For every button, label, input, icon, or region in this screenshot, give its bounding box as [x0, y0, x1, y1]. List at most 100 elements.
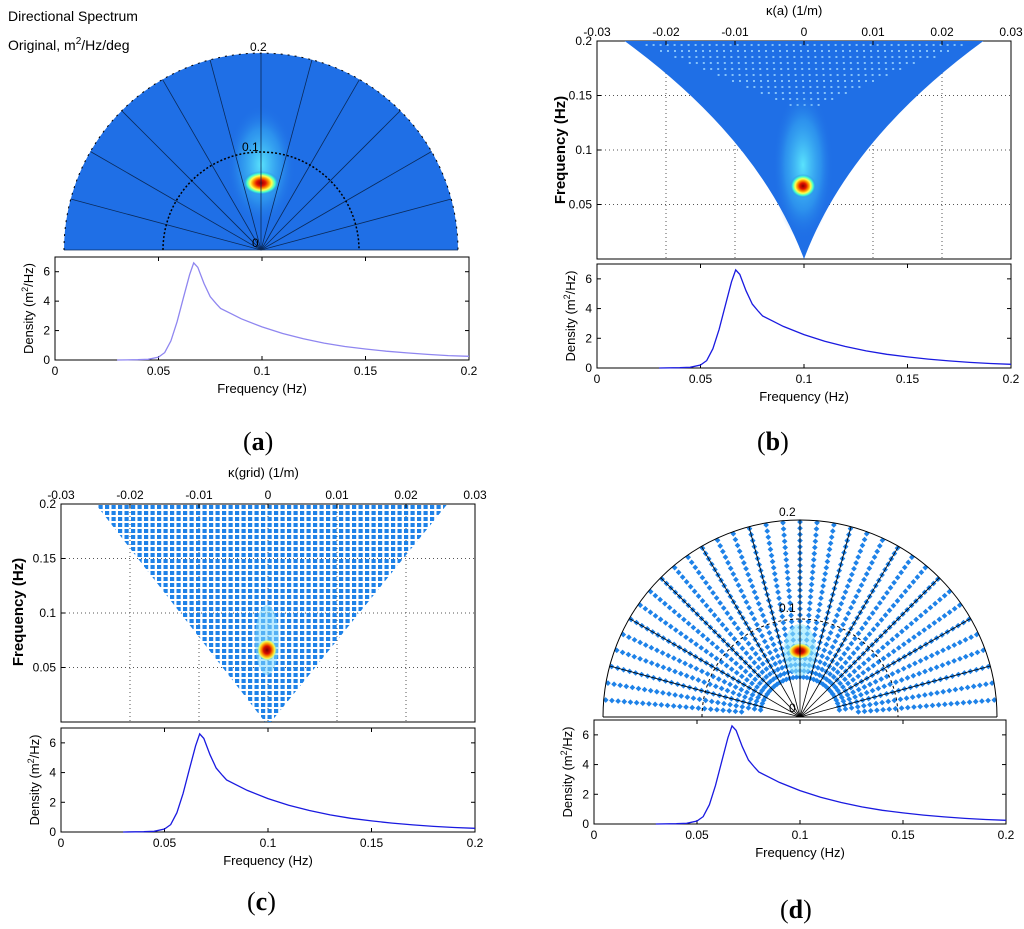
- polar-d-dot: [818, 595, 824, 602]
- ylabel-sup: 2: [26, 758, 36, 763]
- polar-d-dot: [957, 655, 963, 662]
- kappa-c-ylabel: Frequency (Hz): [10, 558, 27, 666]
- polar-d-dot: [742, 635, 748, 642]
- polar-d-dot: [968, 651, 975, 658]
- polar-d-dot: [917, 657, 924, 664]
- polar-d-dot: [869, 687, 876, 694]
- polar-d-dot: [866, 631, 873, 637]
- kappa-b-dot: [695, 50, 697, 52]
- freq-tick-3: 0.2: [575, 34, 592, 48]
- kappa-b-dot: [823, 92, 826, 94]
- polar-d-dot: [810, 556, 817, 563]
- polar-d-dot: [779, 613, 786, 620]
- spoke-135: [660, 577, 801, 718]
- polar-d-dot: [854, 645, 861, 652]
- density-ytick-3: 6: [585, 272, 592, 286]
- polar-d-dot: [883, 673, 890, 680]
- spoke-45: [260, 110, 401, 251]
- polar-d-dot: [889, 636, 896, 643]
- density-xtick-3: 0.15: [354, 364, 378, 378]
- polar-d-dot: [658, 702, 665, 708]
- density-ytick-0: 0: [49, 825, 56, 839]
- kappa-b-dot: [701, 44, 704, 46]
- polar-d-dot: [672, 668, 678, 675]
- kappa-b-dot: [673, 44, 676, 46]
- kappa-b-dot: [823, 86, 826, 88]
- polar-d-dot: [855, 686, 862, 693]
- kappa-b-dot: [778, 44, 781, 46]
- kappa-b-dot: [830, 86, 833, 88]
- polar-d-dot: [913, 616, 919, 623]
- kappa-b-dot: [731, 68, 734, 70]
- polar-d-dot: [727, 631, 734, 637]
- polar-d-dot: [754, 621, 760, 628]
- polar-d-dot: [734, 542, 741, 549]
- kappa-b-dot: [786, 62, 789, 64]
- kappa-b-dot: [788, 92, 791, 94]
- density-chart-d: 0 0.05 0.1 0.15 0.2 0 2 4 6 Frequency (Hz) Density…: [559, 719, 1015, 860]
- polar-d-dot: [887, 584, 894, 591]
- ylabel-suffix: /Hz): [27, 735, 42, 759]
- polar-d-dot: [744, 689, 750, 696]
- polar-d-dot: [772, 577, 779, 583]
- polar-d-dot: [809, 569, 816, 575]
- polar-d-dot: [927, 604, 934, 611]
- polar-d-dot: [894, 574, 901, 581]
- kappa-b-dot: [857, 68, 860, 70]
- kappa-b-dot: [912, 50, 914, 52]
- polar-d-dot: [869, 559, 875, 566]
- kappa-b-dot: [821, 56, 824, 58]
- polar-d-dot: [945, 660, 952, 666]
- polar-d-dot: [763, 674, 770, 680]
- polar-d-dot: [837, 680, 843, 687]
- spoke-75: [799, 526, 852, 718]
- polar-d-dot: [666, 666, 673, 673]
- polar-d-dot: [815, 664, 821, 671]
- polar-a-rtick-1: 0.1: [242, 140, 259, 154]
- polar-d-dot: [718, 659, 725, 665]
- kappa-b-dot: [730, 50, 732, 52]
- polar-a: 0.2 0.1 0: [63, 40, 459, 251]
- density-ytick-0: 0: [582, 817, 589, 831]
- polar-d-dot: [731, 636, 738, 642]
- polar-d-dot: [758, 606, 764, 613]
- polar-d-dot: [720, 707, 726, 714]
- polar-d-dot: [972, 698, 979, 705]
- polar-d-dot: [786, 587, 792, 594]
- polar-d-dot: [732, 708, 739, 715]
- polar-d-dot: [642, 605, 649, 612]
- polar-d-dot: [828, 534, 835, 541]
- density-ytick-3: 6: [49, 736, 56, 750]
- kappa-b-dot: [912, 62, 915, 64]
- polar-d-dot: [708, 698, 715, 705]
- kappa-b-dot: [772, 62, 775, 64]
- kappa-b-dot: [793, 50, 795, 52]
- polar-d-dot: [666, 604, 673, 611]
- kappa-b-dot: [760, 80, 762, 82]
- polar-d-dot: [720, 548, 726, 555]
- polar-d-dot: [865, 656, 872, 663]
- polar-d-dot: [706, 584, 713, 591]
- kappa-b-dot: [897, 44, 900, 46]
- polar-d-dot: [936, 616, 943, 623]
- polar-d-dot: [829, 644, 836, 650]
- polar-d-dot: [707, 607, 714, 614]
- polar-d-dot: [922, 692, 928, 698]
- polar-d-dot: [672, 627, 679, 633]
- polar-d-dot: [807, 594, 814, 600]
- polar-d-dot: [898, 593, 905, 599]
- kappa-b-dot: [870, 50, 872, 52]
- polar-d-dot: [659, 650, 666, 656]
- polar-d-dot: [733, 576, 739, 583]
- polar-d-dot: [880, 644, 886, 651]
- polar-d-dot: [664, 702, 671, 709]
- polar-d-dot: [788, 612, 794, 619]
- kappa-b-dot: [781, 86, 784, 88]
- freq-tick-3: 0.2: [39, 497, 56, 511]
- polar-d-dot: [742, 694, 748, 700]
- polar-d-dot: [860, 702, 867, 709]
- polar-d-dot: [683, 579, 690, 585]
- polar-d-dot: [886, 607, 893, 614]
- polar-d-dot: [861, 684, 868, 690]
